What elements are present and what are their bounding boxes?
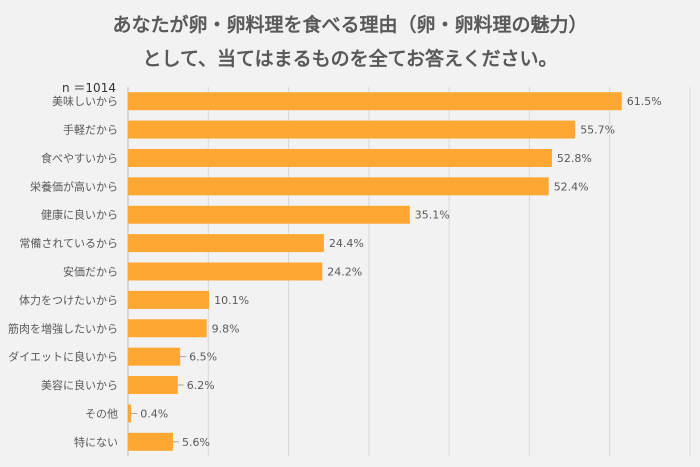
bar (128, 347, 181, 366)
data-label: 10.1% (214, 294, 249, 307)
bar (128, 177, 549, 196)
category-label: 体力をつけたいから (19, 293, 118, 307)
category-label: 栄養価が高いから (30, 179, 118, 193)
category-label: 美容に良いから (41, 378, 118, 392)
bar (128, 262, 323, 281)
category-label: 健康に良いから (41, 208, 118, 222)
bar (128, 234, 324, 253)
data-label: 6.5% (189, 351, 217, 364)
data-label: 55.7% (580, 124, 615, 137)
category-label: 常備されているから (19, 237, 118, 250)
data-label: 61.5% (627, 95, 662, 108)
category-label: ダイエットに良いから (8, 350, 118, 364)
category-label: 美味しいから (52, 95, 118, 108)
bar (128, 92, 622, 111)
data-label: 24.4% (329, 237, 364, 250)
data-label: 9.8% (212, 322, 240, 335)
data-label: 6.2% (187, 379, 215, 392)
bar (128, 205, 410, 224)
data-label: 0.4% (140, 407, 168, 420)
data-label: 52.4% (554, 180, 589, 193)
chart-title-line1: あなたが卵・卵料理を食べる理由（卵・卵料理の魅力） (112, 14, 588, 36)
category-label: 特にない (74, 435, 118, 449)
category-label: その他 (85, 407, 118, 420)
bar (128, 376, 178, 395)
bar (128, 148, 552, 167)
data-label: 52.8% (557, 152, 592, 165)
bar (128, 120, 576, 139)
data-label: 5.6% (182, 436, 210, 449)
data-label: 35.1% (415, 209, 450, 222)
bar (128, 290, 210, 309)
bar (128, 404, 132, 423)
chart-title-line2: として、当てはまるものを全てお答えください。 (142, 48, 558, 70)
category-label: 筋肉を増強したいから (8, 321, 118, 335)
category-label: 手軽だから (63, 123, 118, 137)
bar (128, 432, 173, 451)
category-label: 安価だから (63, 265, 118, 279)
sample-size-annotation: n ＝1014 (62, 81, 116, 95)
bar (128, 319, 207, 338)
data-label: 24.2% (327, 266, 362, 279)
category-label: 食べやすいから (41, 151, 118, 165)
